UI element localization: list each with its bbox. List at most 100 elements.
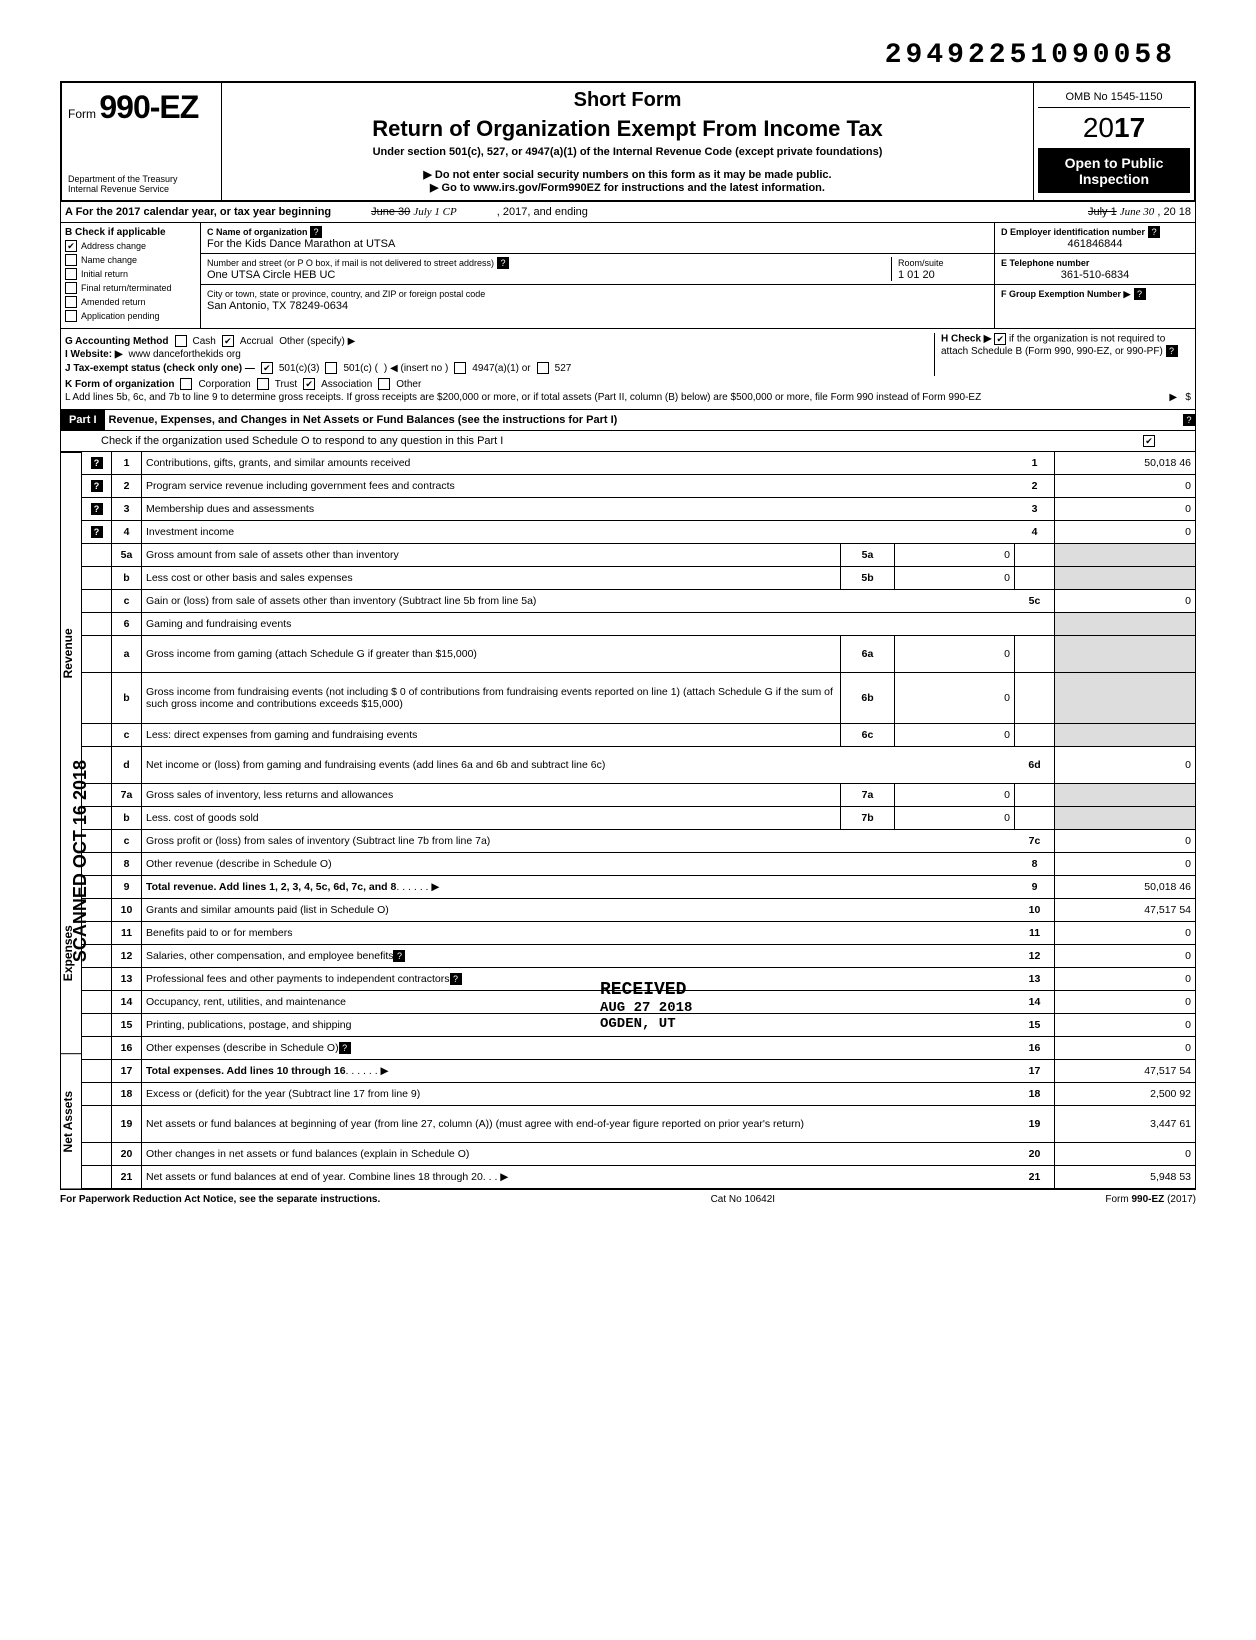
c-label: C Name of organization ?: [207, 227, 322, 237]
subtitle: Under section 501(c), 527, or 4947(a)(1)…: [228, 146, 1027, 158]
value-5c: 0: [1055, 590, 1195, 612]
main-title: Return of Organization Exempt From Incom…: [228, 116, 1027, 142]
help-icon[interactable]: ?: [497, 257, 509, 269]
check-application-pending[interactable]: Application pending: [65, 310, 196, 322]
section-c-name: C Name of organization ? For the Kids Da…: [201, 223, 995, 328]
g-other-label: Other (specify) ▶: [279, 336, 355, 347]
value-21: 5,948 53: [1055, 1166, 1195, 1188]
misc-rows: G Accounting Method Cash ✔Accrual Other …: [60, 329, 1196, 410]
line-6a: aGross income from gaming (attach Schedu…: [82, 636, 1195, 673]
part-i-title: Revenue, Expenses, and Changes in Net As…: [105, 410, 1183, 430]
check-527[interactable]: [537, 362, 549, 374]
check-initial-return[interactable]: Initial return: [65, 268, 196, 280]
line-11: 11Benefits paid to or for members110: [82, 922, 1195, 945]
check-trust[interactable]: [257, 378, 269, 390]
dln-row: 29492251090058: [60, 40, 1196, 71]
line-5c: cGain or (loss) from sale of assets othe…: [82, 590, 1195, 613]
help-icon[interactable]: ?: [1166, 345, 1178, 357]
value-3: 0: [1055, 498, 1195, 520]
check-corp[interactable]: [180, 378, 192, 390]
part-i-check-text: Check if the organization used Schedule …: [101, 435, 503, 447]
value-19: 3,447 61: [1055, 1106, 1195, 1142]
line-5a: 5aGross amount from sale of assets other…: [82, 544, 1195, 567]
line-8: 8Other revenue (describe in Schedule O)8…: [82, 853, 1195, 876]
line-2: ?2Program service revenue including gove…: [82, 475, 1195, 498]
help-icon[interactable]: ?: [91, 480, 103, 492]
footer-cat: Cat No 10642I: [711, 1194, 776, 1205]
value-16: 0: [1055, 1037, 1195, 1059]
side-revenue: Revenue: [61, 453, 81, 853]
part-i-header: Part I Revenue, Expenses, and Changes in…: [60, 410, 1196, 431]
line-12: 12Salaries, other compensation, and empl…: [82, 945, 1195, 968]
side-net-assets: Net Assets: [61, 1055, 81, 1189]
check-cash[interactable]: [175, 335, 187, 347]
street-address: One UTSA Circle HEB UC: [207, 269, 335, 281]
d-label: D Employer identification number: [1001, 227, 1145, 237]
help-icon[interactable]: ?: [339, 1042, 351, 1054]
short-form-label: Short Form: [228, 89, 1027, 112]
check-schedule-o[interactable]: ✔: [1143, 435, 1155, 447]
g-label: G Accounting Method: [65, 336, 169, 347]
line-13: 13Professional fees and other payments t…: [82, 968, 1195, 991]
help-icon[interactable]: ?: [310, 226, 322, 238]
room-label: Room/suite: [898, 258, 944, 268]
line-10: 10Grants and similar amounts paid (list …: [82, 899, 1195, 922]
line-1: ?1Contributions, gifts, grants, and simi…: [82, 452, 1195, 475]
line-3: ?3Membership dues and assessments30: [82, 498, 1195, 521]
value-13: 0: [1055, 968, 1195, 990]
line-14: 14Occupancy, rent, utilities, and mainte…: [82, 991, 1195, 1014]
room-suite: 1 01 20: [898, 269, 935, 281]
check-4947[interactable]: [454, 362, 466, 374]
check-final-return[interactable]: Final return/terminated: [65, 282, 196, 294]
line-15: 15Printing, publications, postage, and s…: [82, 1014, 1195, 1037]
line-21: 21Net assets or fund balances at end of …: [82, 1166, 1195, 1190]
help-icon[interactable]: ?: [91, 526, 103, 538]
check-other[interactable]: [378, 378, 390, 390]
check-accrual[interactable]: ✔: [222, 335, 234, 347]
end-year: , 20 18: [1157, 206, 1191, 218]
check-assoc[interactable]: ✔: [303, 378, 315, 390]
begin-hand: July 1 CP: [413, 206, 456, 218]
check-name-change[interactable]: Name change: [65, 254, 196, 266]
city-label: City or town, state or province, country…: [207, 289, 485, 299]
help-icon[interactable]: ?: [393, 950, 405, 962]
row-j: J Tax-exempt status (check only one) — ✔…: [65, 362, 934, 374]
website: www danceforthekids org: [129, 349, 241, 360]
check-h[interactable]: ✔: [994, 333, 1006, 345]
part-i-label: Part I: [61, 410, 105, 430]
side-expenses: Expenses: [61, 853, 81, 1054]
value-6d: 0: [1055, 747, 1195, 783]
open-public: Open to Public Inspection: [1038, 149, 1190, 193]
addr-label: Number and street (or P O box, if mail i…: [207, 258, 494, 268]
row-a-mid: , 2017, and ending: [497, 206, 588, 218]
line-5b: bLess cost or other basis and sales expe…: [82, 567, 1195, 590]
help-icon[interactable]: ?: [1134, 288, 1146, 300]
e-label: E Telephone number: [1001, 258, 1089, 268]
help-icon[interactable]: ?: [1183, 414, 1195, 426]
check-address-change[interactable]: ✔Address change: [65, 240, 196, 252]
check-amended[interactable]: Amended return: [65, 296, 196, 308]
check-501c[interactable]: [325, 362, 337, 374]
line-9: 9Total revenue. Add lines 1, 2, 3, 4, 5c…: [82, 876, 1195, 899]
check-501c3[interactable]: ✔: [261, 362, 273, 374]
line-6d: dNet income or (loss) from gaming and fu…: [82, 747, 1195, 784]
help-icon[interactable]: ?: [450, 973, 462, 985]
row-i: I Website: ▶ www danceforthekids org: [65, 349, 934, 360]
check-b-label: B Check if applicable: [65, 227, 196, 238]
form-header: Form 990-EZ Department of the Treasury I…: [60, 81, 1196, 202]
end-strike: July 1: [1088, 206, 1117, 218]
line-7a: 7aGross sales of inventory, less returns…: [82, 784, 1195, 807]
h-label: H Check ▶: [941, 334, 991, 345]
help-icon[interactable]: ?: [91, 503, 103, 515]
value-2: 0: [1055, 475, 1195, 497]
value-7c: 0: [1055, 830, 1195, 852]
end-hand: June 30: [1120, 206, 1155, 218]
help-icon[interactable]: ?: [91, 457, 103, 469]
row-a-label: A For the 2017 calendar year, or tax yea…: [65, 206, 331, 218]
value-18: 2,500 92: [1055, 1083, 1195, 1105]
ein: 461846844: [1001, 238, 1189, 250]
value-8: 0: [1055, 853, 1195, 875]
line-17: 17Total expenses. Add lines 10 through 1…: [82, 1060, 1195, 1083]
help-icon[interactable]: ?: [1148, 226, 1160, 238]
header-right: OMB No 1545-1150 2017 Open to Public Ins…: [1034, 83, 1194, 200]
